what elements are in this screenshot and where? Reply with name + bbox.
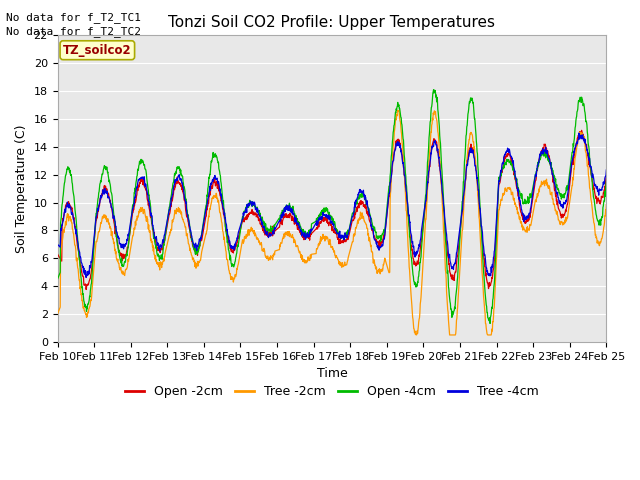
- X-axis label: Time: Time: [317, 367, 348, 380]
- Legend: Open -2cm, Tree -2cm, Open -4cm, Tree -4cm: Open -2cm, Tree -2cm, Open -4cm, Tree -4…: [120, 380, 544, 403]
- Text: No data for f_T2_TC2: No data for f_T2_TC2: [6, 26, 141, 37]
- Y-axis label: Soil Temperature (C): Soil Temperature (C): [15, 124, 28, 253]
- Text: No data for f_T2_TC1: No data for f_T2_TC1: [6, 12, 141, 23]
- Text: TZ_soilco2: TZ_soilco2: [63, 44, 132, 57]
- Title: Tonzi Soil CO2 Profile: Upper Temperatures: Tonzi Soil CO2 Profile: Upper Temperatur…: [168, 15, 495, 30]
